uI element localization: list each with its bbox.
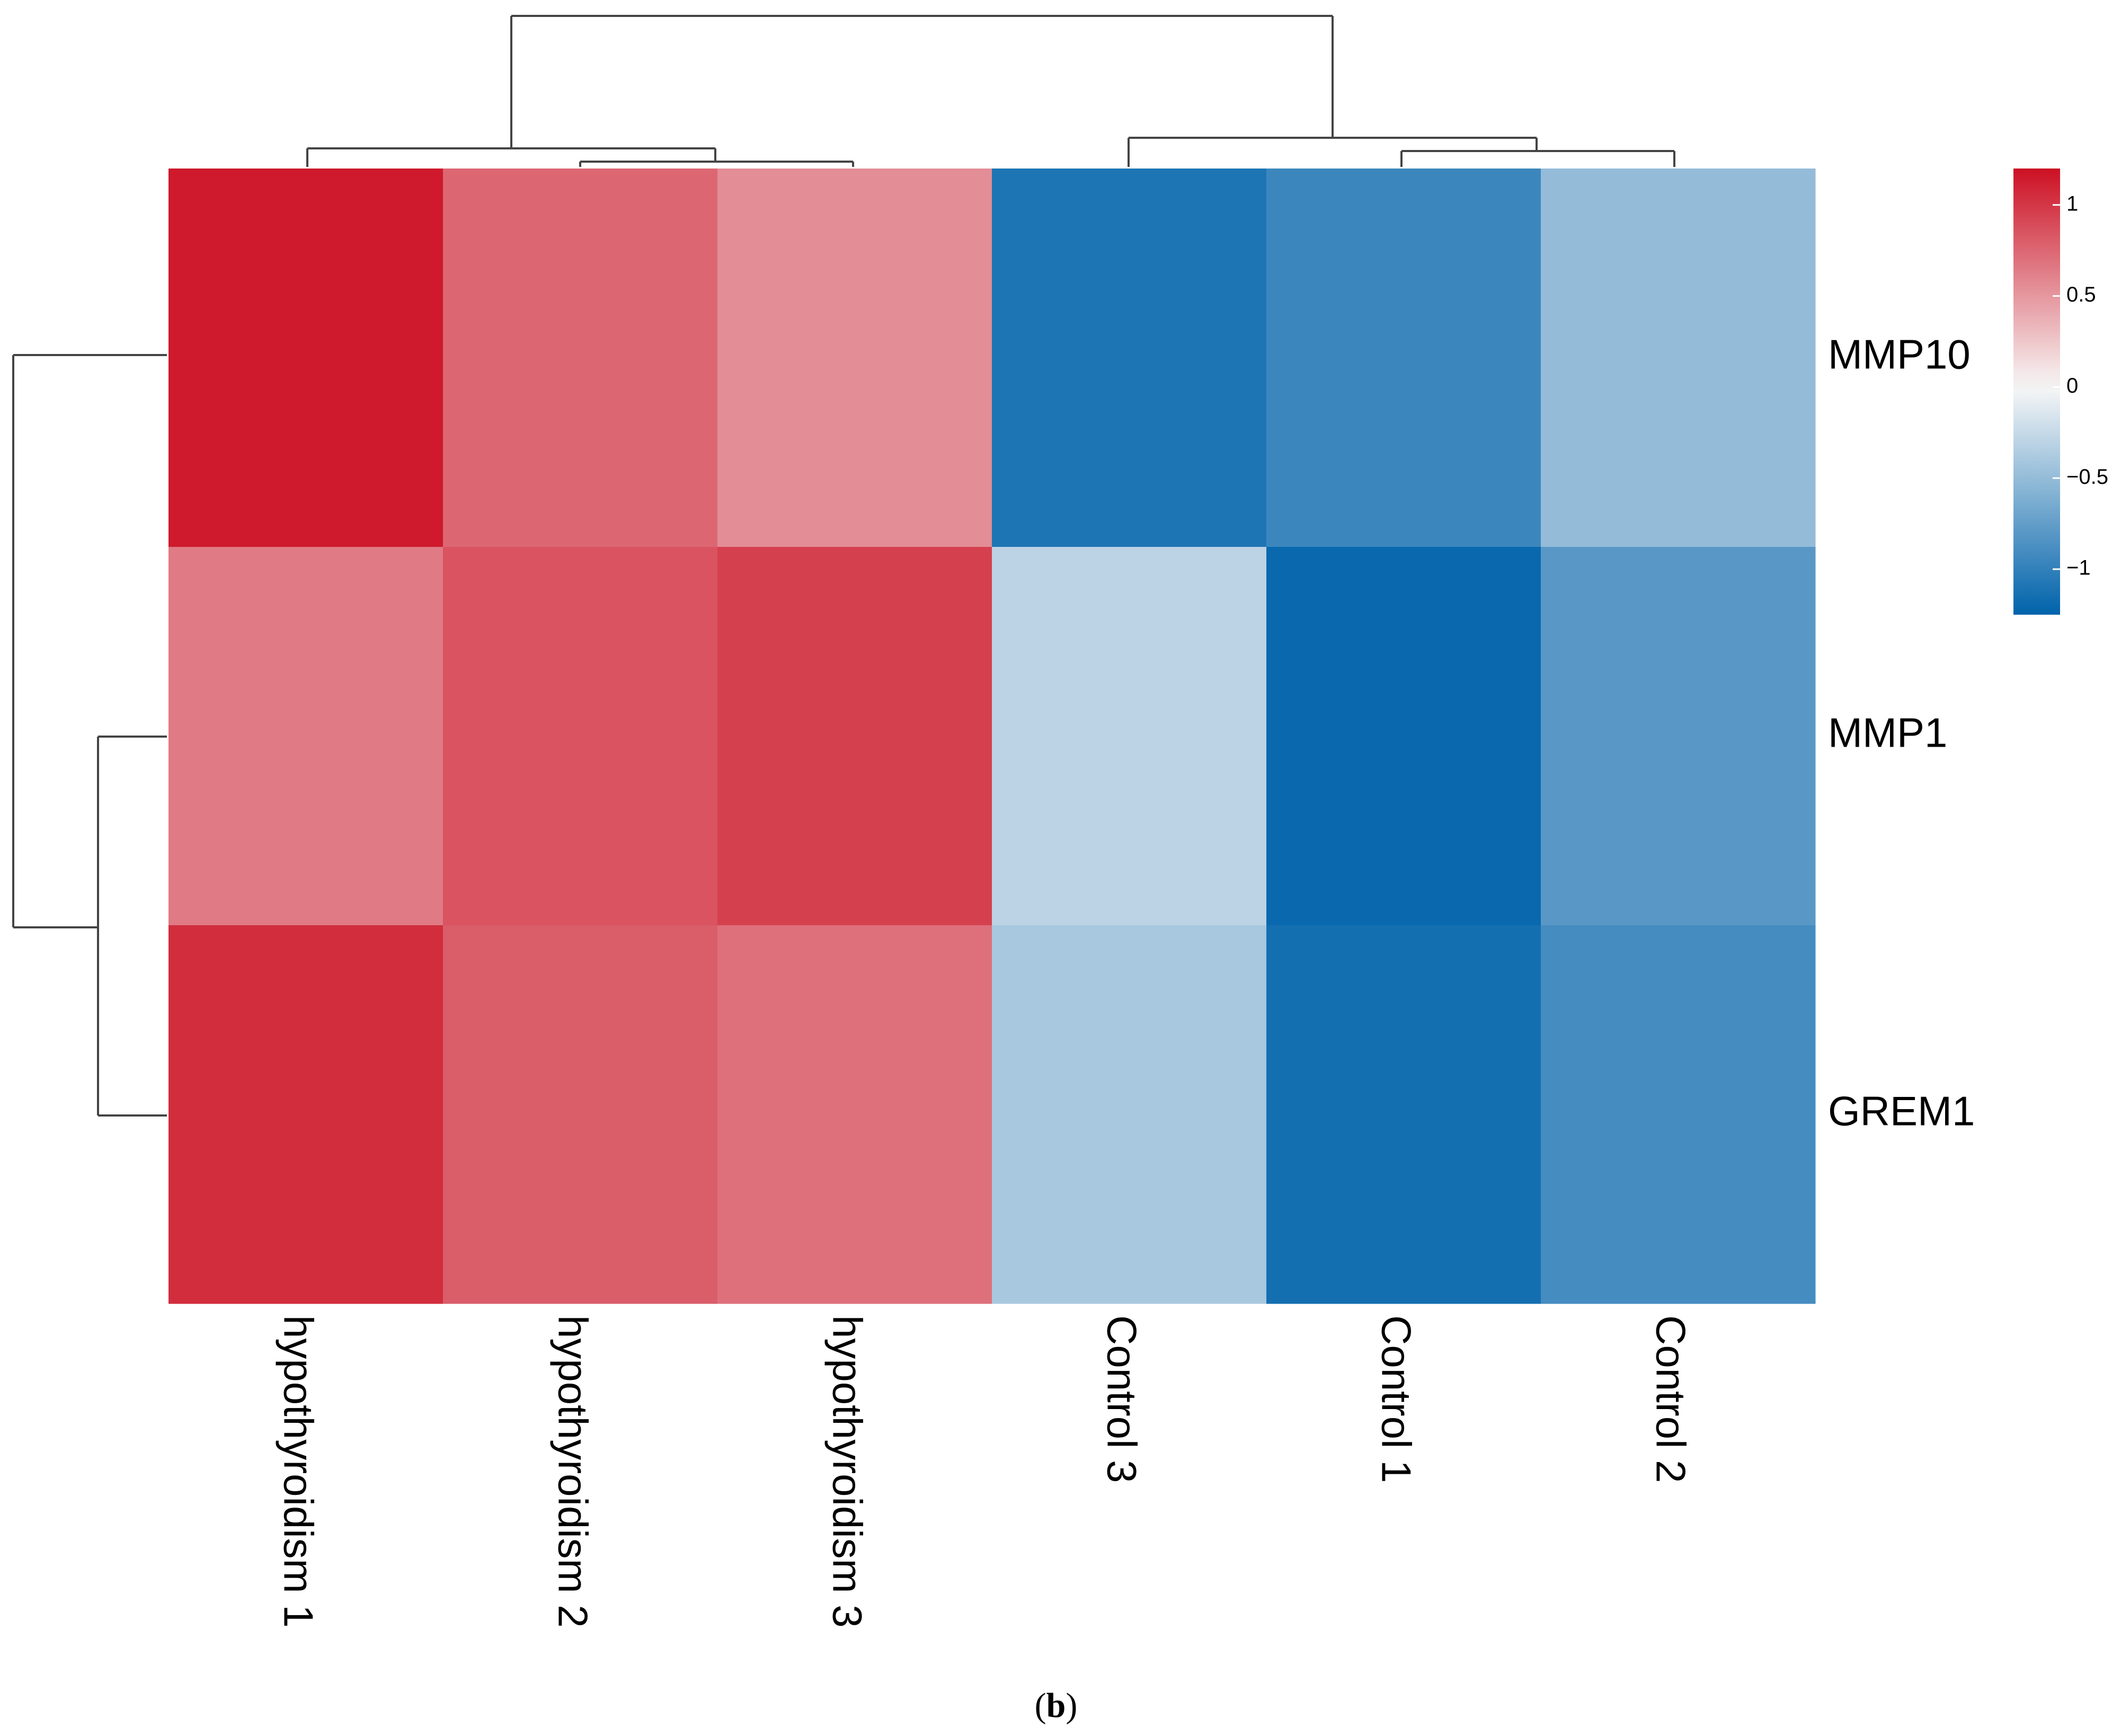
heatmap-cell <box>168 547 443 926</box>
heatmap-cell <box>443 547 718 926</box>
heatmap-cell <box>1266 169 1541 547</box>
row-label: MMP10 <box>1828 331 1971 378</box>
heatmap-cell <box>168 169 443 547</box>
heatmap-cell <box>443 925 718 1304</box>
heatmap-cells <box>168 169 1816 1304</box>
heatmap-cell <box>1266 547 1541 926</box>
heatmap-cell <box>443 169 718 547</box>
row-dendrogram <box>12 354 167 1117</box>
heatmap-cell <box>1541 547 1816 926</box>
row-labels: MMP10 MMP1 GREM1 <box>1828 331 1975 1135</box>
colorbar-tick-label: 0 <box>2066 374 2078 397</box>
heatmap-cell <box>1541 925 1816 1304</box>
figure-caption: (b) <box>1035 1686 1078 1725</box>
heatmap-cell <box>992 547 1267 926</box>
heatmap-cell <box>1541 169 1816 547</box>
column-dendrogram <box>306 15 1675 167</box>
colorbar-tick-label: −0.5 <box>2066 465 2108 489</box>
caption-letter: b <box>1046 1686 1066 1725</box>
heatmap-cell <box>168 925 443 1304</box>
column-label: Control 3 <box>1098 1315 1145 1483</box>
heatmap-cell <box>992 925 1267 1304</box>
row-label: GREM1 <box>1828 1088 1975 1135</box>
column-label: Control 2 <box>1647 1315 1694 1483</box>
column-label: Control 1 <box>1373 1315 1419 1483</box>
heatmap-cell <box>992 169 1267 547</box>
row-label: MMP1 <box>1828 710 1947 756</box>
colorbar-tick-label: 1 <box>2066 192 2078 215</box>
colorbar-tick-label: 0.5 <box>2066 283 2096 306</box>
colorbar-tick-label: −1 <box>2066 556 2091 580</box>
column-label: hypothyroidism 1 <box>275 1315 322 1628</box>
column-label: hypothyroidism 3 <box>824 1315 871 1628</box>
column-labels: hypothyroidism 1 hypothyroidism 2 hypothyr… <box>275 1315 1694 1628</box>
colorbar-legend: 1 0.5 0 −0.5 −1 <box>2013 169 2108 615</box>
caption-paren-open: ( <box>1035 1686 1046 1725</box>
caption-paren-close: ) <box>1066 1686 1077 1725</box>
heatmap-cell <box>717 925 992 1304</box>
heatmap-cell <box>717 547 992 926</box>
heatmap-cell <box>1266 925 1541 1304</box>
column-label: hypothyroidism 2 <box>549 1315 596 1628</box>
heatmap-cell <box>717 169 992 547</box>
colorbar-gradient <box>2013 169 2060 615</box>
